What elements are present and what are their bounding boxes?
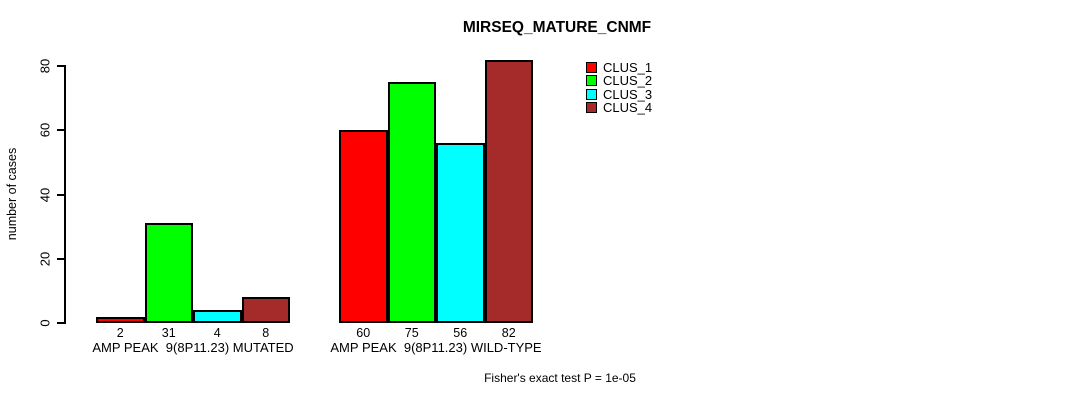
bar-clus_4-group0 (241, 297, 290, 323)
legend-swatch-clus-4 (586, 101, 597, 113)
y-tick-mark-1 (57, 257, 64, 260)
y-axis-line (64, 65, 66, 324)
legend: CLUS_1 CLUS_2 CLUS_3 CLUS_4 (586, 60, 653, 115)
y-tick-label-4: 80 (37, 58, 53, 74)
y-tick-label-1: 20 (37, 251, 53, 266)
legend-swatch-clus-2 (586, 75, 597, 87)
bar-clus_2-group1 (387, 82, 436, 323)
chart-title: MIRSEQ_MATURE_CNMF (462, 19, 652, 36)
bar-value-g0-s0: 2 (116, 326, 124, 340)
bar-value-g1-s1: 75 (404, 326, 419, 340)
legend-label-clus-2: CLUS_2 (603, 73, 653, 89)
y-tick-label-0: 0 (37, 319, 53, 327)
bar-value-g1-s2: 56 (453, 326, 468, 340)
bar-value-g1-s0: 60 (356, 326, 371, 340)
y-tick-mark-3 (57, 129, 64, 132)
y-tick-mark-0 (57, 322, 64, 324)
group-label-1: AMP PEAK 9(8P11.23) WILD-TYPE (330, 340, 542, 355)
bar-value-g1-s3: 82 (501, 326, 516, 340)
legend-swatch-clus-3 (586, 88, 597, 100)
legend-row-clus-4: CLUS_4 (586, 99, 653, 115)
y-tick-label-2: 40 (37, 187, 53, 202)
y-tick-mark-4 (57, 65, 64, 67)
bar-value-g0-s3: 8 (262, 326, 270, 340)
bar-value-g0-s1: 31 (161, 326, 176, 340)
legend-label-clus-3: CLUS_3 (603, 86, 653, 102)
legend-label-clus-1: CLUS_1 (603, 60, 653, 75)
bar-clus_1-group1 (339, 130, 388, 323)
y-axis-title: number of cases (5, 147, 19, 241)
legend-label-clus-4: CLUS_4 (603, 99, 653, 115)
bar-clus_1-group0 (96, 316, 145, 323)
legend-row-clus-3: CLUS_3 (586, 86, 653, 102)
bar-value-g0-s2: 4 (213, 326, 221, 340)
y-tick-mark-2 (57, 193, 64, 196)
bar-clus_4-group1 (484, 59, 533, 323)
bar-clus_3-group1 (436, 143, 485, 323)
bar-clus_2-group0 (144, 223, 193, 323)
y-tick-label-3: 60 (37, 123, 53, 138)
legend-row-clus-1: CLUS_1 (586, 60, 653, 75)
legend-row-clus-2: CLUS_2 (586, 73, 653, 89)
group-label-0: AMP PEAK 9(8P11.23) MUTATED (92, 340, 294, 355)
statistical-test-annotation: Fisher's exact test P = 1e-05 (484, 371, 636, 385)
bar-clus_3-group0 (193, 310, 242, 323)
legend-swatch-clus-1 (586, 62, 597, 73)
